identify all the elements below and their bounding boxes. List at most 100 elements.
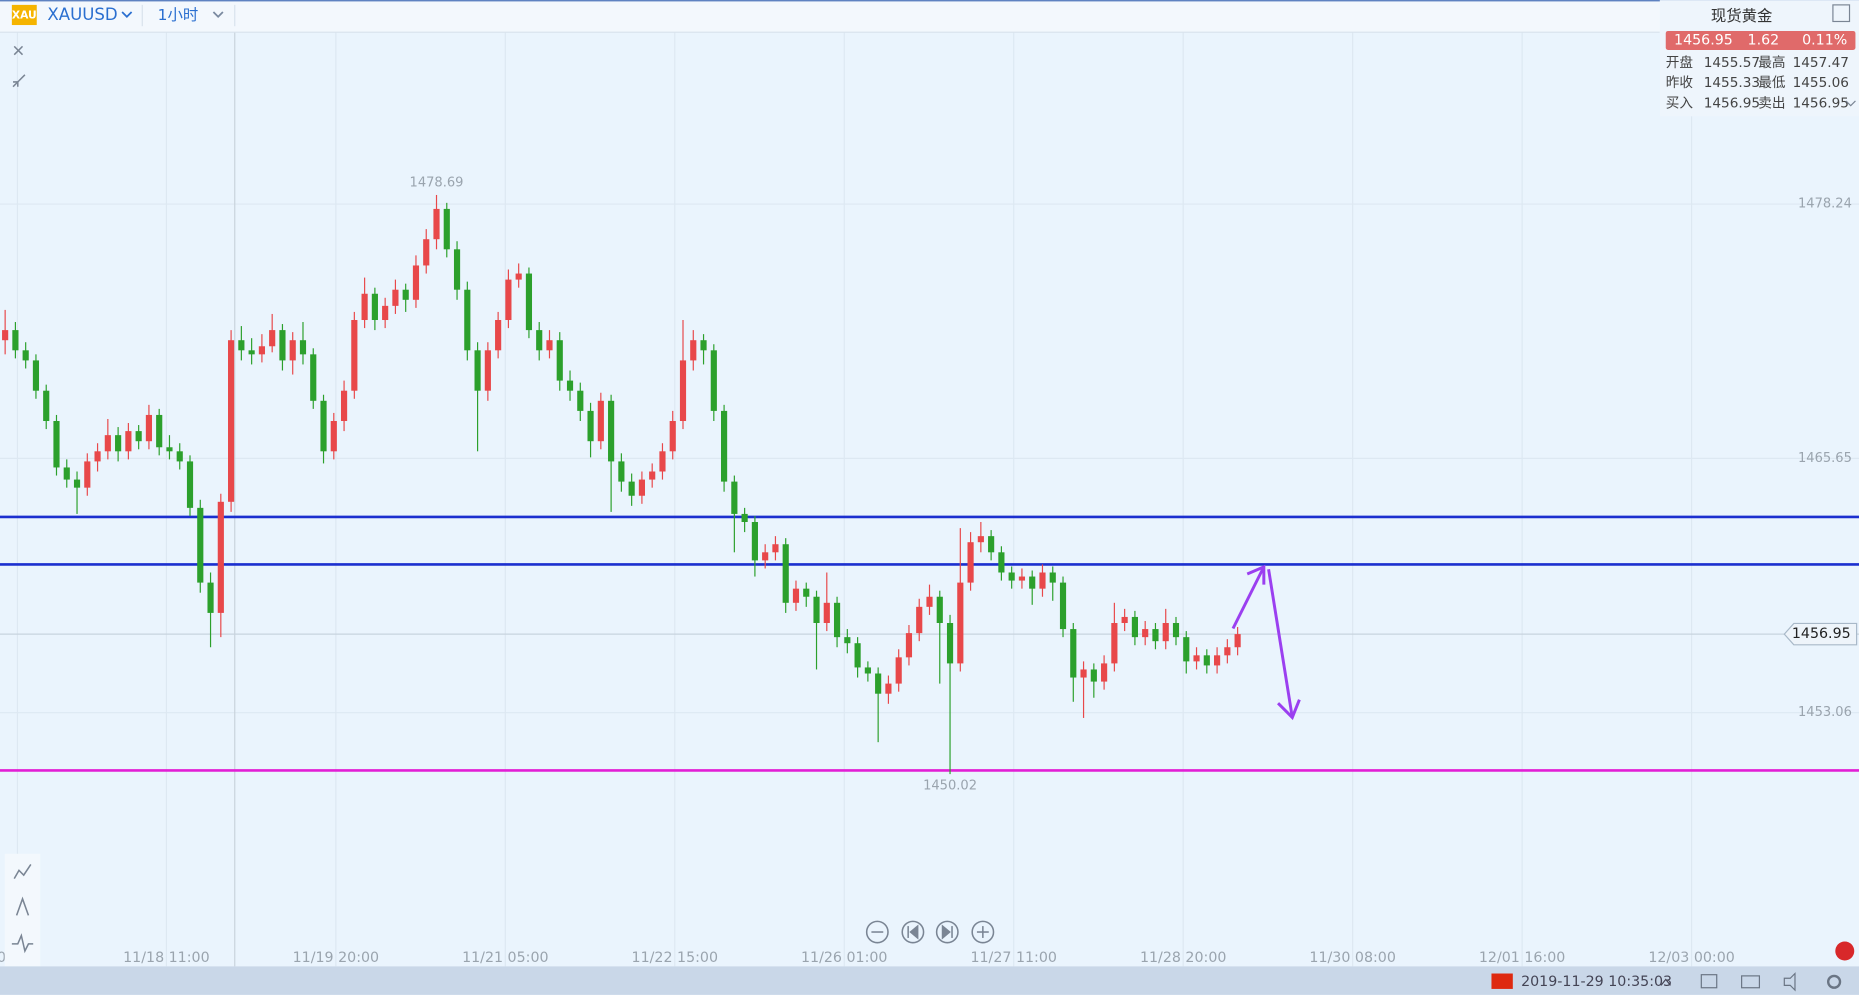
candle-body [967,542,974,583]
candle-body [782,544,789,603]
candle-body [1049,572,1056,583]
candle-body [2,330,9,341]
interval[interactable]: 1小时 [158,6,199,24]
candle-body [238,340,245,351]
expand-icon[interactable] [1660,978,1671,986]
candle-body [1131,616,1138,638]
shrink-button[interactable] [12,74,26,88]
candle-body [957,582,964,664]
candle-body [340,390,348,422]
candle-body [649,471,656,480]
candle-body [1080,669,1087,678]
candle-body [864,667,871,674]
candle-body [977,536,984,543]
candle-body [453,249,461,290]
zoom-in-button[interactable] [971,920,995,944]
candle-body [659,451,666,472]
candle-body [269,330,276,347]
candle-body [1008,572,1015,581]
draw-tool[interactable] [15,896,30,916]
candle-body [94,451,101,462]
candle-body [63,467,70,480]
dropdown-icon[interactable] [212,11,224,19]
candle-body [115,435,122,452]
expand-icon[interactable] [1845,100,1856,107]
candle-body [844,637,851,644]
min-label: 1450.02 [923,778,977,793]
candle-body [731,481,738,514]
candle-body [135,431,142,442]
zoom-out-button[interactable] [865,920,889,944]
wave-tool[interactable] [11,933,34,954]
level-lines [0,515,1859,772]
candle-body [710,350,717,411]
price: 1456.95 [1674,32,1733,48]
candle-body [258,346,265,355]
x-tick-label: 12/01 16:00 [1479,950,1565,966]
candle-body [546,340,553,351]
y-tick-label: 1453.06 [1798,705,1852,720]
candle-body [1018,576,1026,581]
x-tick-label: 11/18 11:00 [123,950,209,966]
candle-body [597,400,604,442]
dropdown-icon[interactable] [121,11,133,19]
indicator-tool[interactable] [13,864,32,880]
candle-body [495,320,502,351]
candle-body [22,350,29,361]
candle-body [484,350,491,391]
candle-body [1203,655,1210,666]
rewind-button[interactable] [901,920,925,944]
tool-panel [4,853,41,967]
candle-body [474,350,481,391]
candle-body [1142,629,1149,638]
quote-label: 最低 [1758,75,1786,91]
candle-body [895,657,902,684]
quote-value: 1455.57 [1704,55,1760,71]
window-button[interactable] [1700,974,1718,989]
panel-toggle[interactable] [1832,4,1851,23]
symbol-icon [11,4,37,26]
candle-body [156,414,163,448]
candle-body [1172,623,1180,638]
candle-body [433,208,440,240]
symbol[interactable]: XAUUSD [47,5,117,24]
candle-body [1234,634,1241,648]
candle-body [813,596,820,624]
candle-body [1162,623,1169,642]
x-tick-label: 11/19 20:00 [293,950,379,966]
settings-button[interactable] [1826,974,1842,989]
x-tick-label: 11/21 05:00 [462,950,548,966]
arrow-annotation [1231,564,1301,721]
quote-label: 卖出 [1758,95,1785,111]
screenshot-button[interactable] [1741,975,1761,989]
candle-body [186,461,194,508]
alert-button[interactable] [1835,941,1855,961]
candle-body [423,239,430,266]
candle-body [772,544,779,553]
candle-body [577,390,584,411]
toolbar [0,0,1859,33]
candle-body [73,479,81,488]
candle-body [1152,629,1159,642]
candle-body [310,354,317,401]
candle-body [217,501,224,613]
candle-body [762,552,769,561]
candle-body [885,683,892,694]
change-percent: 0.11% [1802,32,1847,48]
close-button[interactable] [13,45,24,56]
y-tick-label: 1478.24 [1798,197,1852,212]
candle-body [505,279,512,321]
candle-body [536,330,543,351]
quote-value: 1455.06 [1793,75,1849,91]
candle-body [628,481,635,496]
x-tick-label: 11/30 08:00 [1309,950,1395,966]
candle-body [289,340,296,361]
candle-body [1111,623,1118,664]
quote-value: 1456.95 [1793,95,1849,111]
max-label: 1478.69 [410,176,464,191]
sound-button[interactable] [1783,972,1796,992]
datetime: 2019-11-29 10:35:03 [1521,974,1672,990]
quote-value: 1457.47 [1793,55,1849,71]
forward-button[interactable] [935,920,959,944]
